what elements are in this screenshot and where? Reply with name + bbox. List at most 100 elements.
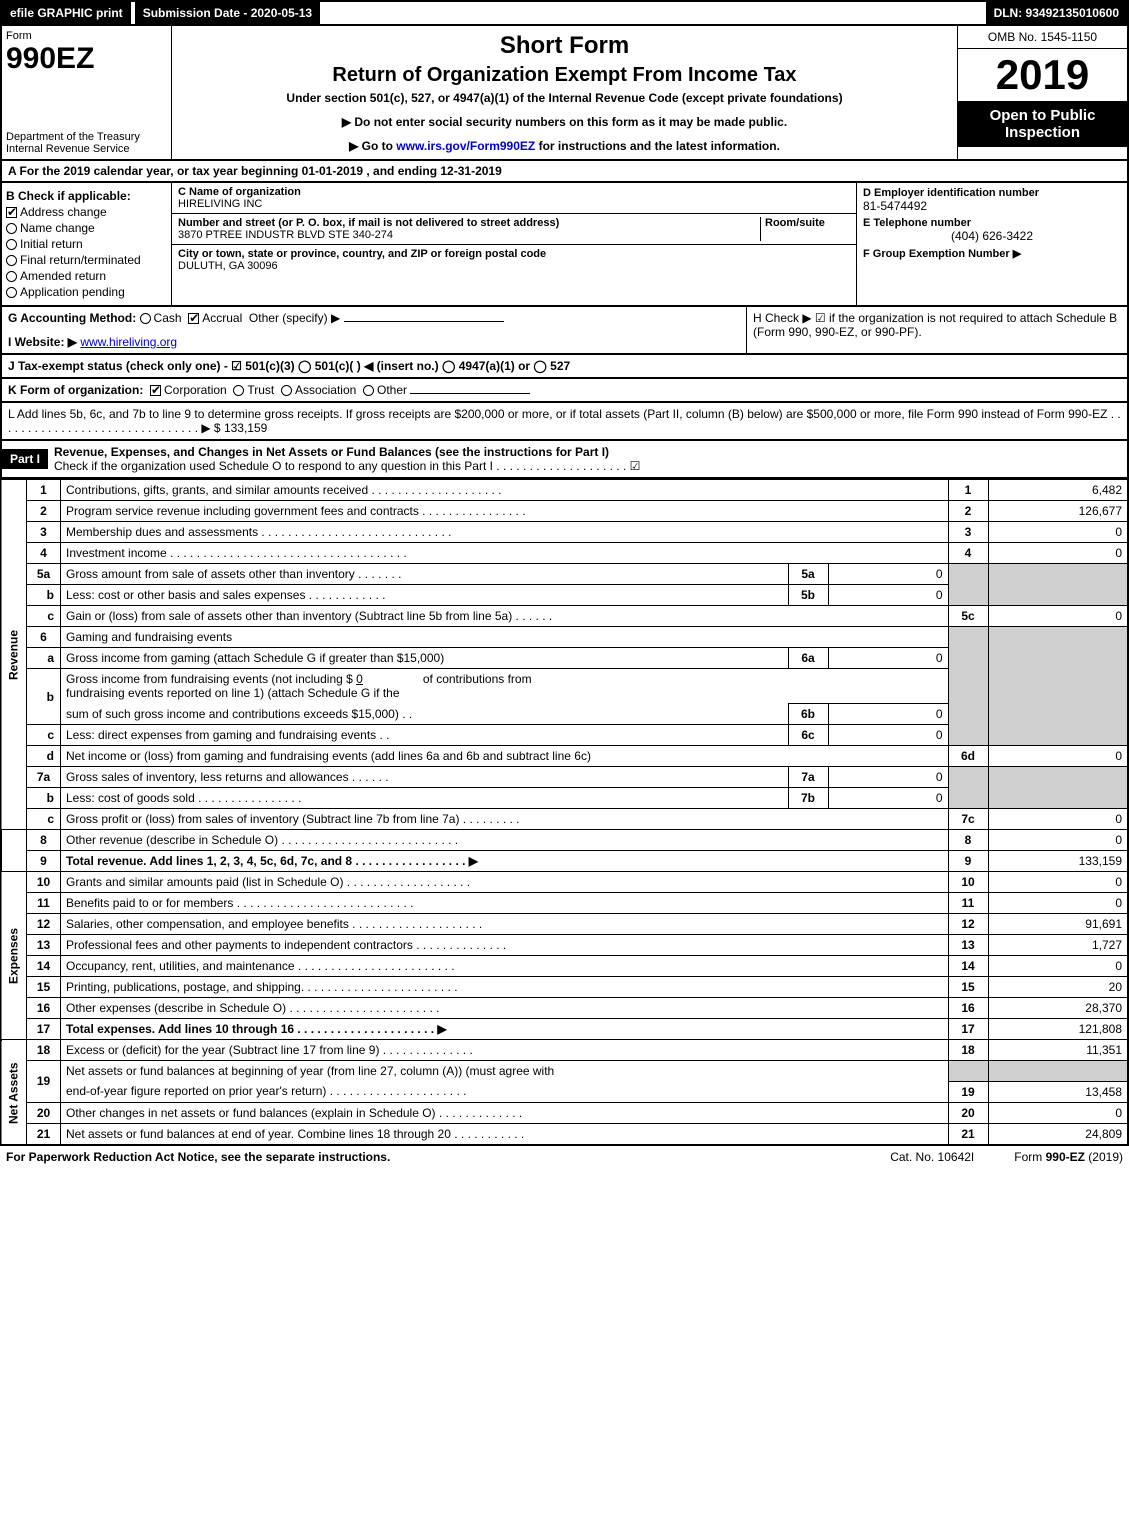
chk-accrual[interactable] [188, 313, 199, 324]
line-19a: 19 Net assets or fund balances at beginn… [1, 1061, 1128, 1082]
city-block: City or town, state or province, country… [172, 245, 856, 275]
org-name-label: C Name of organization [178, 186, 850, 198]
city-label: City or town, state or province, country… [178, 248, 850, 260]
cat-no: Cat. No. 10642I [850, 1150, 1014, 1164]
ssn-note: ▶ Do not enter social security numbers o… [178, 115, 951, 129]
part-1-label: Part I [2, 449, 48, 469]
irs-link[interactable]: www.irs.gov/Form990EZ [396, 139, 535, 153]
line-7c: c Gross profit or (loss) from sales of i… [1, 809, 1128, 830]
form-label: Form [6, 30, 167, 42]
line-4: 4 Investment income . . . . . . . . . . … [1, 543, 1128, 564]
line-15: 15 Printing, publications, postage, and … [1, 977, 1128, 998]
row-a-tax-year: A For the 2019 calendar year, or tax yea… [0, 161, 1129, 183]
ein-label: D Employer identification number [863, 187, 1121, 199]
row-i: I Website: ▶ www.hireliving.org [8, 335, 740, 349]
group-exemption-label: F Group Exemption Number ▶ [863, 247, 1121, 260]
part-1-title: Revenue, Expenses, and Changes in Net As… [48, 441, 1127, 477]
other-org-input[interactable] [410, 393, 530, 394]
col-b-checkboxes: B Check if applicable: Address change Na… [2, 183, 172, 305]
line-13: 13 Professional fees and other payments … [1, 935, 1128, 956]
header-right: OMB No. 1545-1150 2019 Open to Public In… [957, 26, 1127, 159]
line-9: 9 Total revenue. Add lines 1, 2, 3, 4, 5… [1, 851, 1128, 872]
header-center: Short Form Return of Organization Exempt… [172, 26, 957, 159]
chk-amended-return[interactable]: Amended return [6, 269, 167, 283]
line-19b: end-of-year figure reported on prior yea… [1, 1081, 1128, 1102]
form-header: Form 990EZ Department of the Treasury In… [0, 26, 1129, 161]
row-g-h: G Accounting Method: Cash Accrual Other … [0, 307, 1129, 355]
line-5c: c Gain or (loss) from sale of assets oth… [1, 606, 1128, 627]
line-1: Revenue 1 Contributions, gifts, grants, … [1, 480, 1128, 501]
side-expenses: Expenses [1, 872, 27, 1040]
tax-year: 2019 [958, 49, 1127, 101]
line-18: Net Assets 18 Excess or (deficit) for th… [1, 1040, 1128, 1061]
radio-association[interactable] [281, 385, 292, 396]
line-6: 6 Gaming and fundraising events [1, 627, 1128, 648]
ein-value: 81-5474492 [863, 199, 1121, 213]
line-21: 21 Net assets or fund balances at end of… [1, 1123, 1128, 1145]
other-specify-input[interactable] [344, 321, 504, 322]
chk-application-pending[interactable]: Application pending [6, 285, 167, 299]
chk-initial-return[interactable]: Initial return [6, 237, 167, 251]
header-left: Form 990EZ Department of the Treasury In… [2, 26, 172, 159]
row-g: G Accounting Method: Cash Accrual Other … [2, 307, 747, 353]
line-8: 8 Other revenue (describe in Schedule O)… [1, 830, 1128, 851]
tel-label: E Telephone number [863, 217, 1121, 229]
line-7a: 7a Gross sales of inventory, less return… [1, 767, 1128, 788]
gross-receipts-amount: 133,159 [224, 421, 267, 435]
chk-address-change[interactable]: Address change [6, 205, 167, 219]
title-short-form: Short Form [178, 32, 951, 60]
form-ref: Form 990-EZ (2019) [1014, 1150, 1123, 1164]
line-5a: 5a Gross amount from sale of assets othe… [1, 564, 1128, 585]
street-label: Number and street (or P. O. box, if mail… [178, 217, 760, 229]
chk-corporation[interactable] [150, 385, 161, 396]
chk-final-return[interactable]: Final return/terminated [6, 253, 167, 267]
org-name-value: HIRELIVING INC [178, 198, 850, 210]
line-10: Expenses 10 Grants and similar amounts p… [1, 872, 1128, 893]
line-6d: d Net income or (loss) from gaming and f… [1, 746, 1128, 767]
radio-trust[interactable] [233, 385, 244, 396]
line-16: 16 Other expenses (describe in Schedule … [1, 998, 1128, 1019]
subtitle: Under section 501(c), 527, or 4947(a)(1)… [178, 91, 951, 105]
chk-name-change[interactable]: Name change [6, 221, 167, 235]
line-12: 12 Salaries, other compensation, and emp… [1, 914, 1128, 935]
page-footer: For Paperwork Reduction Act Notice, see … [0, 1146, 1129, 1168]
row-l-gross-receipts: L Add lines 5b, 6c, and 7b to line 9 to … [0, 403, 1129, 441]
radio-cash[interactable] [140, 313, 151, 324]
line-2: 2 Program service revenue including gove… [1, 501, 1128, 522]
part-1-header: Part I Revenue, Expenses, and Changes in… [0, 441, 1129, 479]
row-k-form-org: K Form of organization: Corporation Trus… [0, 379, 1129, 403]
row-h: H Check ▶ ☑ if the organization is not r… [747, 307, 1127, 353]
open-public-inspection: Open to Public Inspection [958, 101, 1127, 147]
city-value: DULUTH, GA 30096 [178, 260, 850, 272]
website-link[interactable]: www.hireliving.org [80, 335, 177, 349]
paperwork-notice: For Paperwork Reduction Act Notice, see … [6, 1150, 850, 1164]
col-c-org: C Name of organization HIRELIVING INC Nu… [172, 183, 857, 305]
street-block: Number and street (or P. O. box, if mail… [172, 214, 856, 245]
line-3: 3 Membership dues and assessments . . . … [1, 522, 1128, 543]
omb-number: OMB No. 1545-1150 [958, 26, 1127, 49]
top-bar: efile GRAPHIC print Submission Date - 20… [0, 0, 1129, 26]
org-name-block: C Name of organization HIRELIVING INC [172, 183, 856, 214]
room-label: Room/suite [765, 217, 850, 229]
line-17: 17 Total expenses. Add lines 10 through … [1, 1019, 1128, 1040]
info-grid: B Check if applicable: Address change Na… [0, 183, 1129, 307]
radio-other[interactable] [363, 385, 374, 396]
tel-value: (404) 626-3422 [863, 229, 1121, 243]
row-j-tax-exempt: J Tax-exempt status (check only one) - ☑… [0, 355, 1129, 379]
line-14: 14 Occupancy, rent, utilities, and maint… [1, 956, 1128, 977]
form-number: 990EZ [6, 42, 167, 76]
efile-print-label[interactable]: efile GRAPHIC print [2, 2, 131, 24]
street-value: 3870 PTREE INDUSTR BLVD STE 340-274 [178, 229, 760, 241]
submission-date: Submission Date - 2020-05-13 [135, 2, 320, 24]
col-d-ein-tel: D Employer identification number 81-5474… [857, 183, 1127, 305]
side-net-assets: Net Assets [1, 1040, 27, 1145]
line-11: 11 Benefits paid to or for members . . .… [1, 893, 1128, 914]
goto-note: ▶ Go to www.irs.gov/Form990EZ for instru… [178, 139, 951, 153]
col-b-head: B Check if applicable: [6, 189, 167, 203]
dln: DLN: 93492135010600 [986, 2, 1127, 24]
line-20: 20 Other changes in net assets or fund b… [1, 1102, 1128, 1123]
side-revenue: Revenue [1, 480, 27, 830]
main-table: Revenue 1 Contributions, gifts, grants, … [0, 479, 1129, 1146]
title-return: Return of Organization Exempt From Incom… [178, 64, 951, 87]
department-label: Department of the Treasury Internal Reve… [6, 131, 167, 155]
